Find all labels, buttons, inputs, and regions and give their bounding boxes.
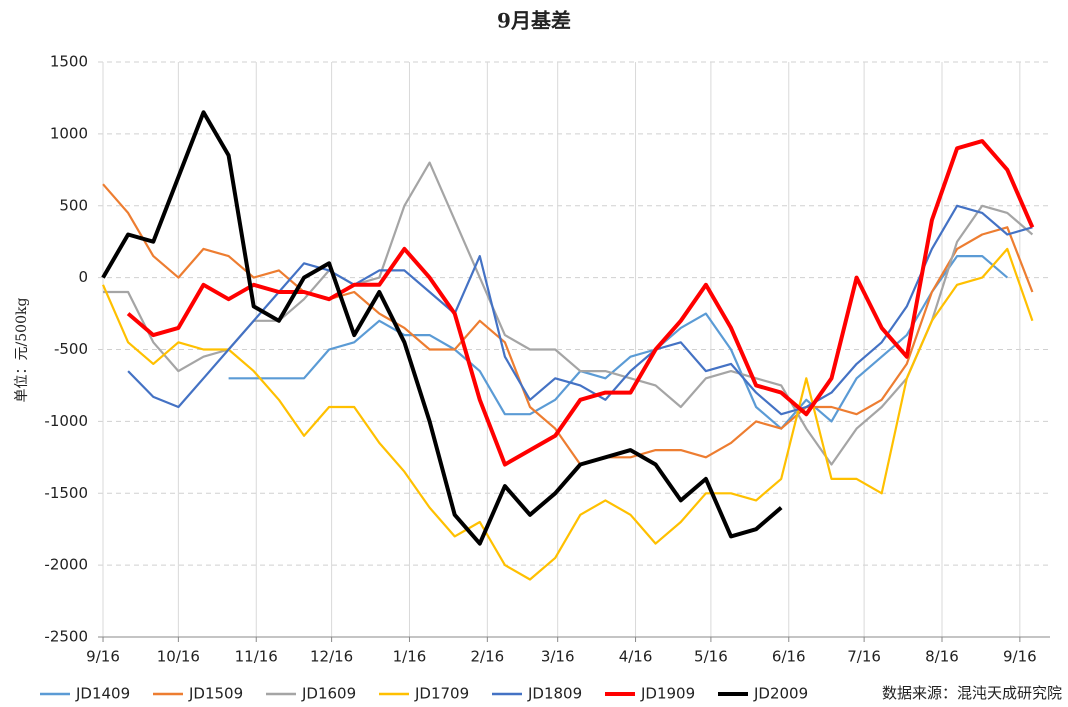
y-tick-label: 500	[59, 196, 88, 214]
series-line	[102, 183, 1034, 466]
x-tick-label: 3/16	[541, 648, 575, 666]
y-tick-label: -2500	[44, 628, 88, 646]
x-tick-label: 9/16	[86, 648, 120, 666]
x-tick-label: 8/16	[925, 648, 959, 666]
y-tick-label: 1500	[50, 53, 88, 71]
x-tick-label: 1/16	[393, 648, 427, 666]
legend-label: JD1809	[527, 685, 582, 703]
legend-label: JD1509	[188, 685, 243, 703]
x-tick-label: 9/16	[1003, 648, 1037, 666]
y-tick-label: -1500	[44, 484, 88, 502]
y-tick-label: -500	[54, 340, 88, 358]
legend-label: JD1409	[75, 685, 130, 703]
series-line	[228, 255, 1009, 430]
x-tick-label: 4/16	[619, 648, 653, 666]
legend-label: JD1909	[640, 685, 695, 703]
y-tick-label: -2000	[44, 556, 88, 574]
legend-label: JD1709	[414, 685, 469, 703]
x-tick-label: 5/16	[694, 648, 728, 666]
x-tick-label: 11/16	[235, 648, 278, 666]
series-line	[101, 110, 783, 546]
x-tick-label: 10/16	[157, 648, 200, 666]
y-axis-label: 单位：元/500kg	[14, 298, 30, 403]
y-tick-label: 0	[78, 268, 88, 286]
x-tick-label: 2/16	[470, 648, 504, 666]
series-line	[103, 161, 1034, 466]
series-line	[126, 139, 1035, 467]
series-line	[101, 247, 1034, 581]
y-tick-label: 1000	[50, 124, 88, 142]
x-tick-label: 12/16	[310, 648, 353, 666]
y-tick-label: -1000	[44, 412, 88, 430]
x-tick-label: 7/16	[847, 648, 881, 666]
x-tick-label: 6/16	[772, 648, 806, 666]
legend-label: JD2009	[753, 685, 808, 703]
source-note: 数据来源：混沌天成研究院	[882, 684, 1062, 702]
chart-title: 9月基差	[497, 9, 571, 33]
legend-label: JD1609	[301, 685, 356, 703]
